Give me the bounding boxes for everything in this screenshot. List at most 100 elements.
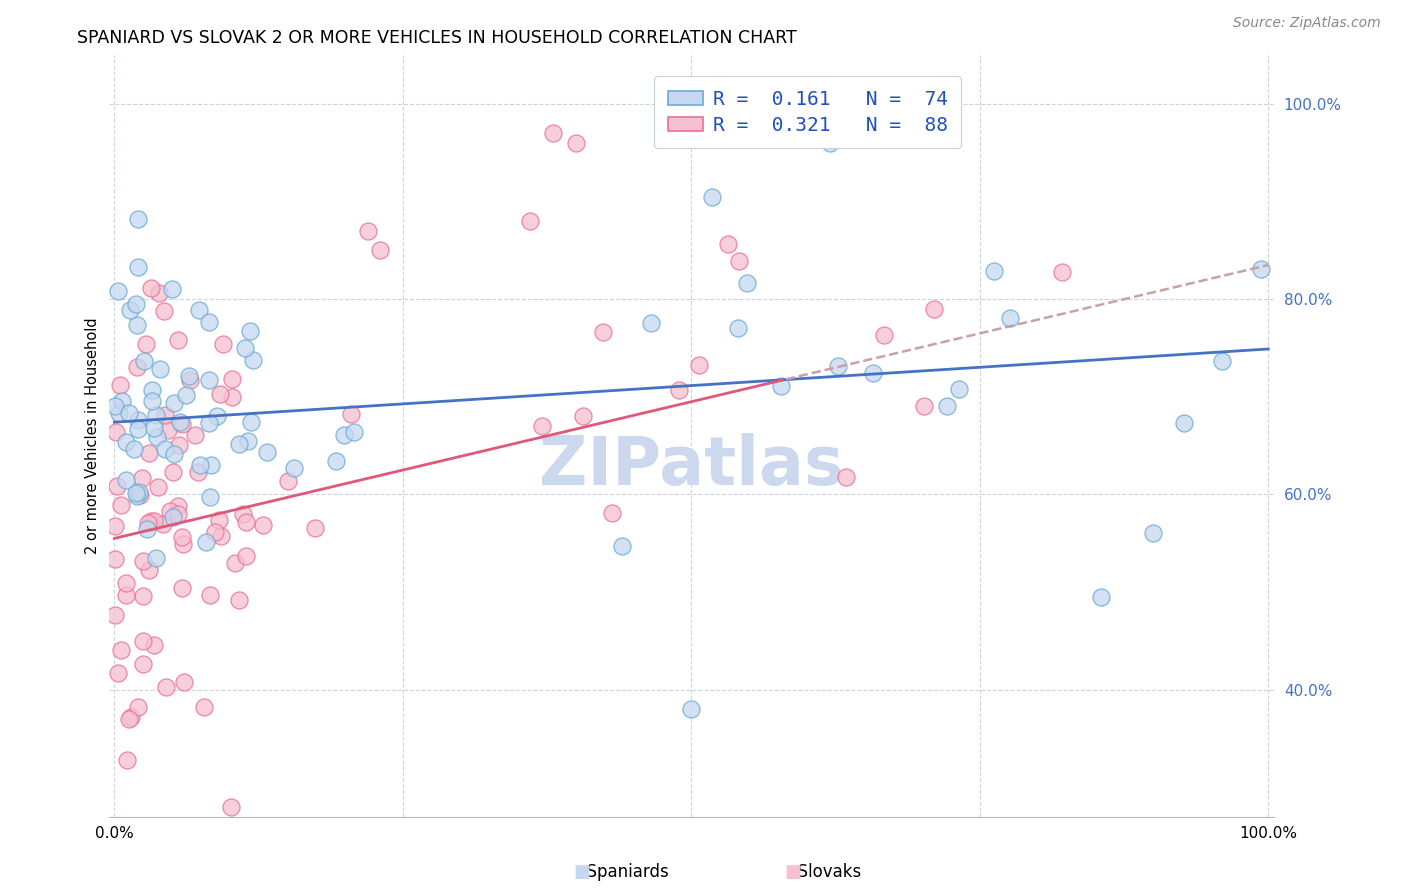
Point xyxy=(236,434,259,449)
Point xyxy=(162,466,184,480)
Point xyxy=(124,442,146,456)
Point xyxy=(114,575,136,590)
Point xyxy=(139,514,162,528)
Point xyxy=(159,504,181,518)
Point xyxy=(108,406,131,420)
Point xyxy=(157,423,180,437)
Point xyxy=(125,318,148,333)
Point xyxy=(232,507,254,521)
Point xyxy=(127,489,149,503)
Point xyxy=(104,425,127,439)
Point xyxy=(170,530,193,544)
Legend: R =  0.161   N =  74, R =  0.321   N =  88: R = 0.161 N = 74, R = 0.321 N = 88 xyxy=(654,77,962,148)
Text: Slovaks: Slovaks xyxy=(787,863,862,881)
Point xyxy=(153,442,176,456)
Point xyxy=(727,321,749,335)
Point xyxy=(128,488,150,502)
Point xyxy=(104,608,127,623)
Point xyxy=(162,510,184,524)
Point xyxy=(120,710,142,724)
Point xyxy=(198,417,221,431)
Point xyxy=(149,362,172,376)
Point xyxy=(368,244,391,258)
Text: ■: ■ xyxy=(785,863,801,881)
Point xyxy=(173,675,195,690)
Point xyxy=(208,387,231,401)
Point xyxy=(153,304,176,318)
Point xyxy=(912,399,935,413)
Text: SPANIARD VS SLOVAK 2 OR MORE VEHICLES IN HOUSEHOLD CORRELATION CHART: SPANIARD VS SLOVAK 2 OR MORE VEHICLES IN… xyxy=(77,29,797,46)
Point xyxy=(1000,311,1022,326)
Point xyxy=(228,593,250,607)
Point xyxy=(221,372,243,386)
Point xyxy=(127,699,149,714)
Point xyxy=(127,212,149,227)
Point xyxy=(277,475,299,489)
Point xyxy=(115,588,138,602)
Point xyxy=(152,516,174,531)
Point xyxy=(700,190,723,204)
Point xyxy=(983,264,1005,278)
Text: ZIPatlas: ZIPatlas xyxy=(538,434,844,500)
Point xyxy=(111,394,134,409)
Point xyxy=(125,296,148,310)
Point xyxy=(519,214,541,228)
Point xyxy=(187,302,209,317)
Point xyxy=(343,425,366,440)
Point xyxy=(610,539,633,553)
Point xyxy=(242,352,264,367)
Point xyxy=(132,354,155,368)
Point xyxy=(138,445,160,459)
Point xyxy=(145,408,167,422)
Point xyxy=(769,379,792,393)
Point xyxy=(105,478,128,492)
Point xyxy=(160,282,183,296)
Point xyxy=(205,409,228,424)
Point xyxy=(141,394,163,409)
Point xyxy=(132,590,155,604)
Point xyxy=(107,284,129,298)
Point xyxy=(174,388,197,402)
Point xyxy=(145,429,167,443)
Point xyxy=(193,700,215,714)
Point xyxy=(155,680,177,694)
Point xyxy=(136,516,159,530)
Point xyxy=(873,328,896,343)
Text: Spaniards: Spaniards xyxy=(576,863,669,881)
Point xyxy=(127,413,149,427)
Point xyxy=(135,336,157,351)
Point xyxy=(195,534,218,549)
Point xyxy=(1090,590,1112,604)
Point xyxy=(136,522,159,536)
Point xyxy=(197,315,219,329)
Point xyxy=(717,237,740,252)
Point xyxy=(212,337,235,351)
Point xyxy=(204,524,226,539)
Point xyxy=(600,507,623,521)
Point xyxy=(228,437,250,451)
Point xyxy=(530,419,553,434)
Point xyxy=(143,421,166,435)
Point xyxy=(209,528,232,542)
Point xyxy=(200,491,222,505)
Point xyxy=(256,445,278,459)
Point xyxy=(163,396,186,410)
Point xyxy=(179,373,201,387)
Point xyxy=(118,303,141,318)
Point xyxy=(240,415,263,429)
Point xyxy=(835,470,858,484)
Point xyxy=(935,399,957,413)
Point xyxy=(184,428,207,442)
Point xyxy=(127,359,149,374)
Point xyxy=(592,325,614,339)
Point xyxy=(304,521,326,535)
Point xyxy=(170,581,193,595)
Point xyxy=(110,643,132,657)
Point xyxy=(145,550,167,565)
Point xyxy=(224,556,246,570)
Point xyxy=(252,517,274,532)
Point xyxy=(233,341,256,355)
Point xyxy=(132,554,155,568)
Point xyxy=(127,422,149,436)
Point xyxy=(1173,416,1195,430)
